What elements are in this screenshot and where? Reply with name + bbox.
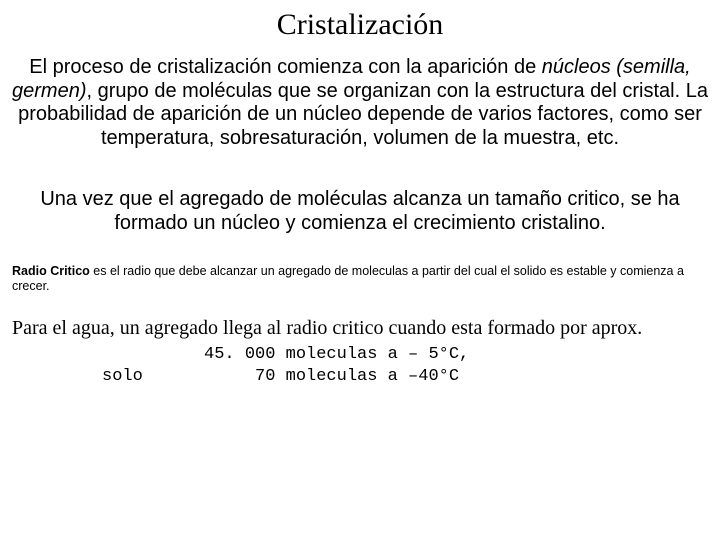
page-title: Cristalización [12,8,708,42]
p1-lead: El proceso de cristalización comienza co… [29,56,542,78]
note-text: es el radio que debe alcanzar un agregad… [12,264,684,294]
note-radio-critico: Radio Critico es el radio que debe alcan… [12,264,708,295]
note-bold: Radio Critico [12,264,90,278]
p1-tail: , grupo de moléculas que se organizan co… [18,80,708,149]
mono-line-1: 45. 000 moleculas a – 5°C, [12,344,708,365]
document-page: Cristalización El proceso de cristalizac… [0,0,720,540]
paragraph-1: El proceso de cristalización comienza co… [12,56,708,150]
paragraph-2: Una vez que el agregado de moléculas alc… [12,188,708,235]
closing-line: Para el agua, un agregado llega al radio… [12,317,708,341]
mono-line-2: solo 70 moleculas a –40°C [12,366,708,387]
